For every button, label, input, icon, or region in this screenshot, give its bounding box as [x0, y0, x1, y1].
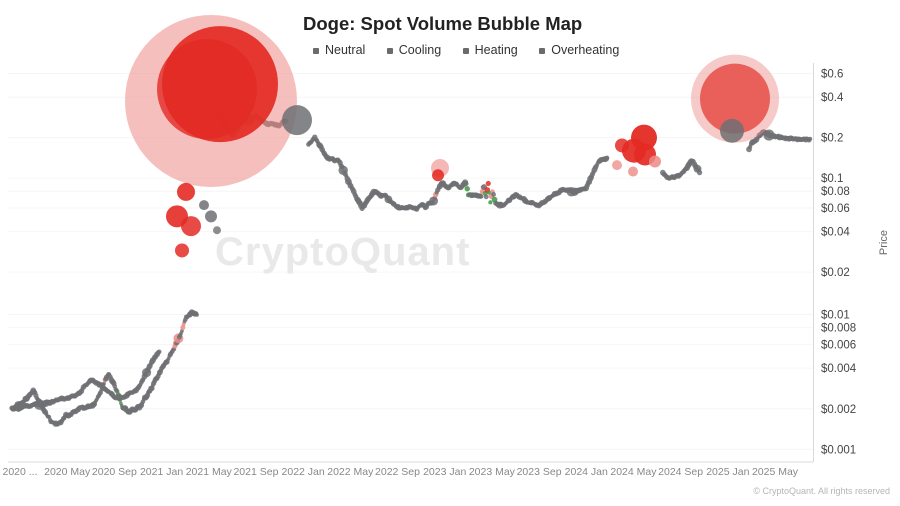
svg-text:2020 Sep: 2020 Sep [92, 466, 137, 478]
svg-text:2021 May: 2021 May [186, 466, 233, 478]
svg-text:2020 May: 2020 May [44, 466, 91, 478]
svg-text:2021 Sep: 2021 Sep [233, 466, 278, 478]
svg-text:$0.1: $0.1 [821, 173, 843, 185]
svg-text:2025 Jan: 2025 Jan [706, 466, 749, 478]
svg-text:$0.001: $0.001 [821, 444, 856, 456]
svg-text:2022 May: 2022 May [327, 466, 374, 478]
svg-text:2025 May: 2025 May [752, 466, 799, 478]
svg-text:2024 May: 2024 May [610, 466, 657, 478]
svg-text:2024 Sep: 2024 Sep [658, 466, 703, 478]
svg-text:2020 ...: 2020 ... [2, 466, 37, 478]
svg-text:2023 Sep: 2023 Sep [517, 466, 562, 478]
svg-text:2023 Jan: 2023 Jan [423, 466, 466, 478]
svg-text:$0.006: $0.006 [821, 339, 856, 351]
svg-text:2022 Sep: 2022 Sep [375, 466, 420, 478]
svg-text:$0.008: $0.008 [821, 323, 856, 335]
svg-text:$0.004: $0.004 [821, 363, 857, 375]
svg-text:$0.4: $0.4 [821, 92, 844, 104]
svg-text:2023 May: 2023 May [469, 466, 516, 478]
svg-text:2021 Jan: 2021 Jan [140, 466, 183, 478]
svg-text:$0.2: $0.2 [821, 133, 843, 145]
svg-text:$0.08: $0.08 [821, 186, 850, 198]
svg-text:2024 Jan: 2024 Jan [565, 466, 608, 478]
svg-text:$0.04: $0.04 [821, 227, 850, 239]
svg-text:$0.01: $0.01 [821, 310, 850, 322]
svg-text:$0.06: $0.06 [821, 203, 850, 215]
svg-text:$0.6: $0.6 [821, 69, 843, 81]
svg-text:$0.002: $0.002 [821, 404, 856, 416]
svg-text:$0.02: $0.02 [821, 267, 850, 279]
svg-text:2022 Jan: 2022 Jan [282, 466, 325, 478]
